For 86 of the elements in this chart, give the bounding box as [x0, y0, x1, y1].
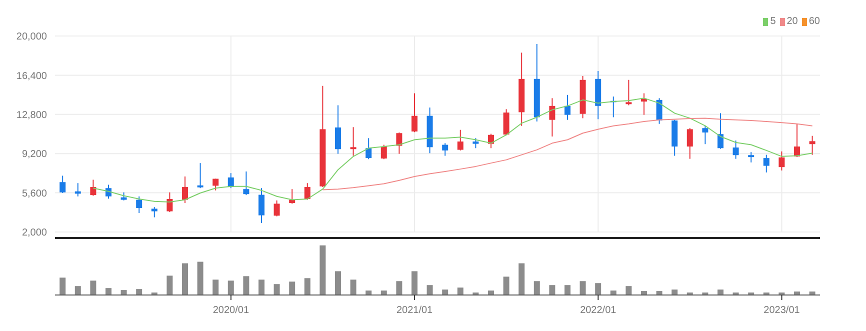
- candlestick: [411, 92, 418, 133]
- candlestick: [396, 132, 402, 154]
- bar: [457, 288, 464, 295]
- bar: [212, 280, 219, 295]
- bar: [228, 280, 234, 295]
- candlestick: [702, 125, 708, 145]
- x-tick-label: 2022/01: [580, 305, 617, 316]
- legend-label: 5: [770, 16, 776, 27]
- candlestick: [457, 129, 464, 151]
- bar: [304, 278, 310, 295]
- candlestick: [686, 128, 693, 160]
- bar: [610, 290, 616, 295]
- candlestick: [564, 94, 570, 120]
- bar: [580, 281, 586, 295]
- bar: [672, 290, 678, 295]
- bar: [90, 280, 96, 295]
- candlestick: [442, 142, 448, 156]
- bar: [197, 262, 204, 295]
- bar: [442, 290, 448, 295]
- bar: [120, 290, 127, 295]
- bar: [717, 290, 724, 295]
- bar: [411, 271, 418, 295]
- bar: [564, 285, 570, 295]
- bar: [503, 276, 510, 295]
- candlestick: [289, 188, 296, 204]
- bar: [626, 286, 632, 295]
- y-tick-label: 5,600: [22, 188, 48, 200]
- bar: [74, 286, 81, 295]
- candlestick: [549, 98, 556, 138]
- y-tick-label: 12,800: [16, 110, 48, 121]
- candlestick: [763, 154, 770, 173]
- bar: [366, 290, 372, 295]
- bar: [136, 289, 142, 295]
- candlestick: [105, 184, 112, 200]
- bar: [534, 281, 540, 295]
- candlestick: [90, 179, 96, 196]
- bar: [595, 283, 602, 295]
- candlestick: [732, 140, 739, 160]
- candlestick: [809, 135, 816, 156]
- bar: [488, 290, 494, 295]
- candlestick: [136, 196, 142, 214]
- bar: [518, 263, 525, 295]
- candlestick: [258, 188, 264, 224]
- bar: [426, 285, 433, 295]
- candlestick: [503, 108, 510, 136]
- candlestick: [472, 138, 479, 149]
- y-tick-label: 16,400: [16, 70, 48, 82]
- candlestick: [274, 200, 280, 217]
- candlestick: [748, 152, 754, 163]
- candlestick: [778, 150, 785, 171]
- bar: [396, 281, 402, 295]
- candlestick: [60, 175, 66, 194]
- x-tick-label: 2023/01: [764, 305, 800, 316]
- x-tick-label: 2020/01: [212, 305, 250, 316]
- candlestick: [366, 138, 372, 160]
- y-tick-label: 9,200: [22, 149, 48, 160]
- bar: [549, 285, 556, 295]
- bar: [166, 276, 173, 295]
- legend-label: 60: [808, 16, 820, 27]
- candlestick: [304, 182, 310, 200]
- x-tick-label: 2021/01: [396, 305, 434, 316]
- candlestick: [151, 206, 158, 218]
- candlestick: [717, 112, 724, 150]
- candlestick: [350, 126, 356, 156]
- bar: [380, 290, 387, 295]
- bar: [243, 276, 250, 295]
- bar: [289, 282, 296, 295]
- bar: [334, 271, 341, 295]
- y-tick-label: 20,000: [16, 32, 48, 43]
- y-tick-label: 2,000: [22, 228, 48, 239]
- bar: [60, 278, 66, 295]
- bar: [105, 288, 112, 295]
- legend-label: 20: [786, 16, 798, 27]
- candlestick: [380, 144, 387, 160]
- candlestick: [182, 176, 188, 204]
- bar: [258, 280, 264, 295]
- bar: [350, 280, 356, 295]
- bar: [320, 245, 326, 295]
- candlestick: [794, 123, 800, 158]
- candlestick: [334, 104, 341, 154]
- candlestick: [166, 192, 173, 213]
- bar: [274, 284, 280, 295]
- bar: [182, 263, 188, 295]
- candlestick: [243, 170, 250, 196]
- candlestick: [197, 162, 204, 189]
- candlestick: [626, 79, 632, 106]
